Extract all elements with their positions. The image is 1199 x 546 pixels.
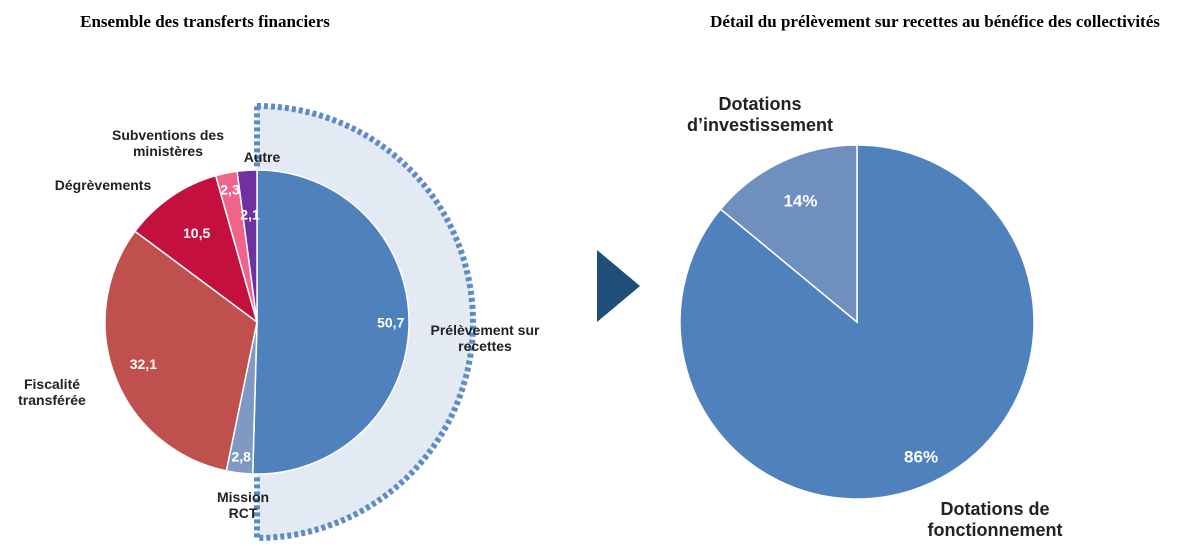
highlight-border <box>254 103 476 542</box>
value-label: 50,7 <box>377 315 404 331</box>
value-label: 2,1 <box>240 207 260 223</box>
chart-title: Ensemble des transferts financiers <box>80 12 330 31</box>
category-label: Dotations de fonctionnement <box>927 499 1063 540</box>
value-label: 86% <box>904 448 938 467</box>
value-label: 32,1 <box>130 356 157 372</box>
category-label: Subventions des ministères <box>111 127 225 159</box>
category-label: Dégrèvements <box>54 177 152 193</box>
pie-slice <box>133 174 259 324</box>
category-label: Prélèvement sur recettes <box>430 322 540 354</box>
category-label: Dotations d’investissement <box>686 94 834 135</box>
pie-slice <box>679 144 1035 500</box>
category-label: Fiscalité transférée <box>18 376 86 408</box>
category-label: Autre <box>243 149 281 165</box>
value-label: 14% <box>783 191 817 210</box>
arrow <box>597 250 640 322</box>
value-label: 2,8 <box>231 449 251 465</box>
value-label: 10,5 <box>183 225 210 241</box>
chart-title: Détail du prélèvement sur recettes au bé… <box>710 12 1160 31</box>
category-label: Mission RCT <box>216 489 270 521</box>
pie-slice <box>719 144 858 324</box>
pie-slice <box>251 169 410 475</box>
pie-slice <box>236 169 258 323</box>
pie-slice <box>104 230 258 472</box>
value-label: 2,3 <box>220 182 240 198</box>
